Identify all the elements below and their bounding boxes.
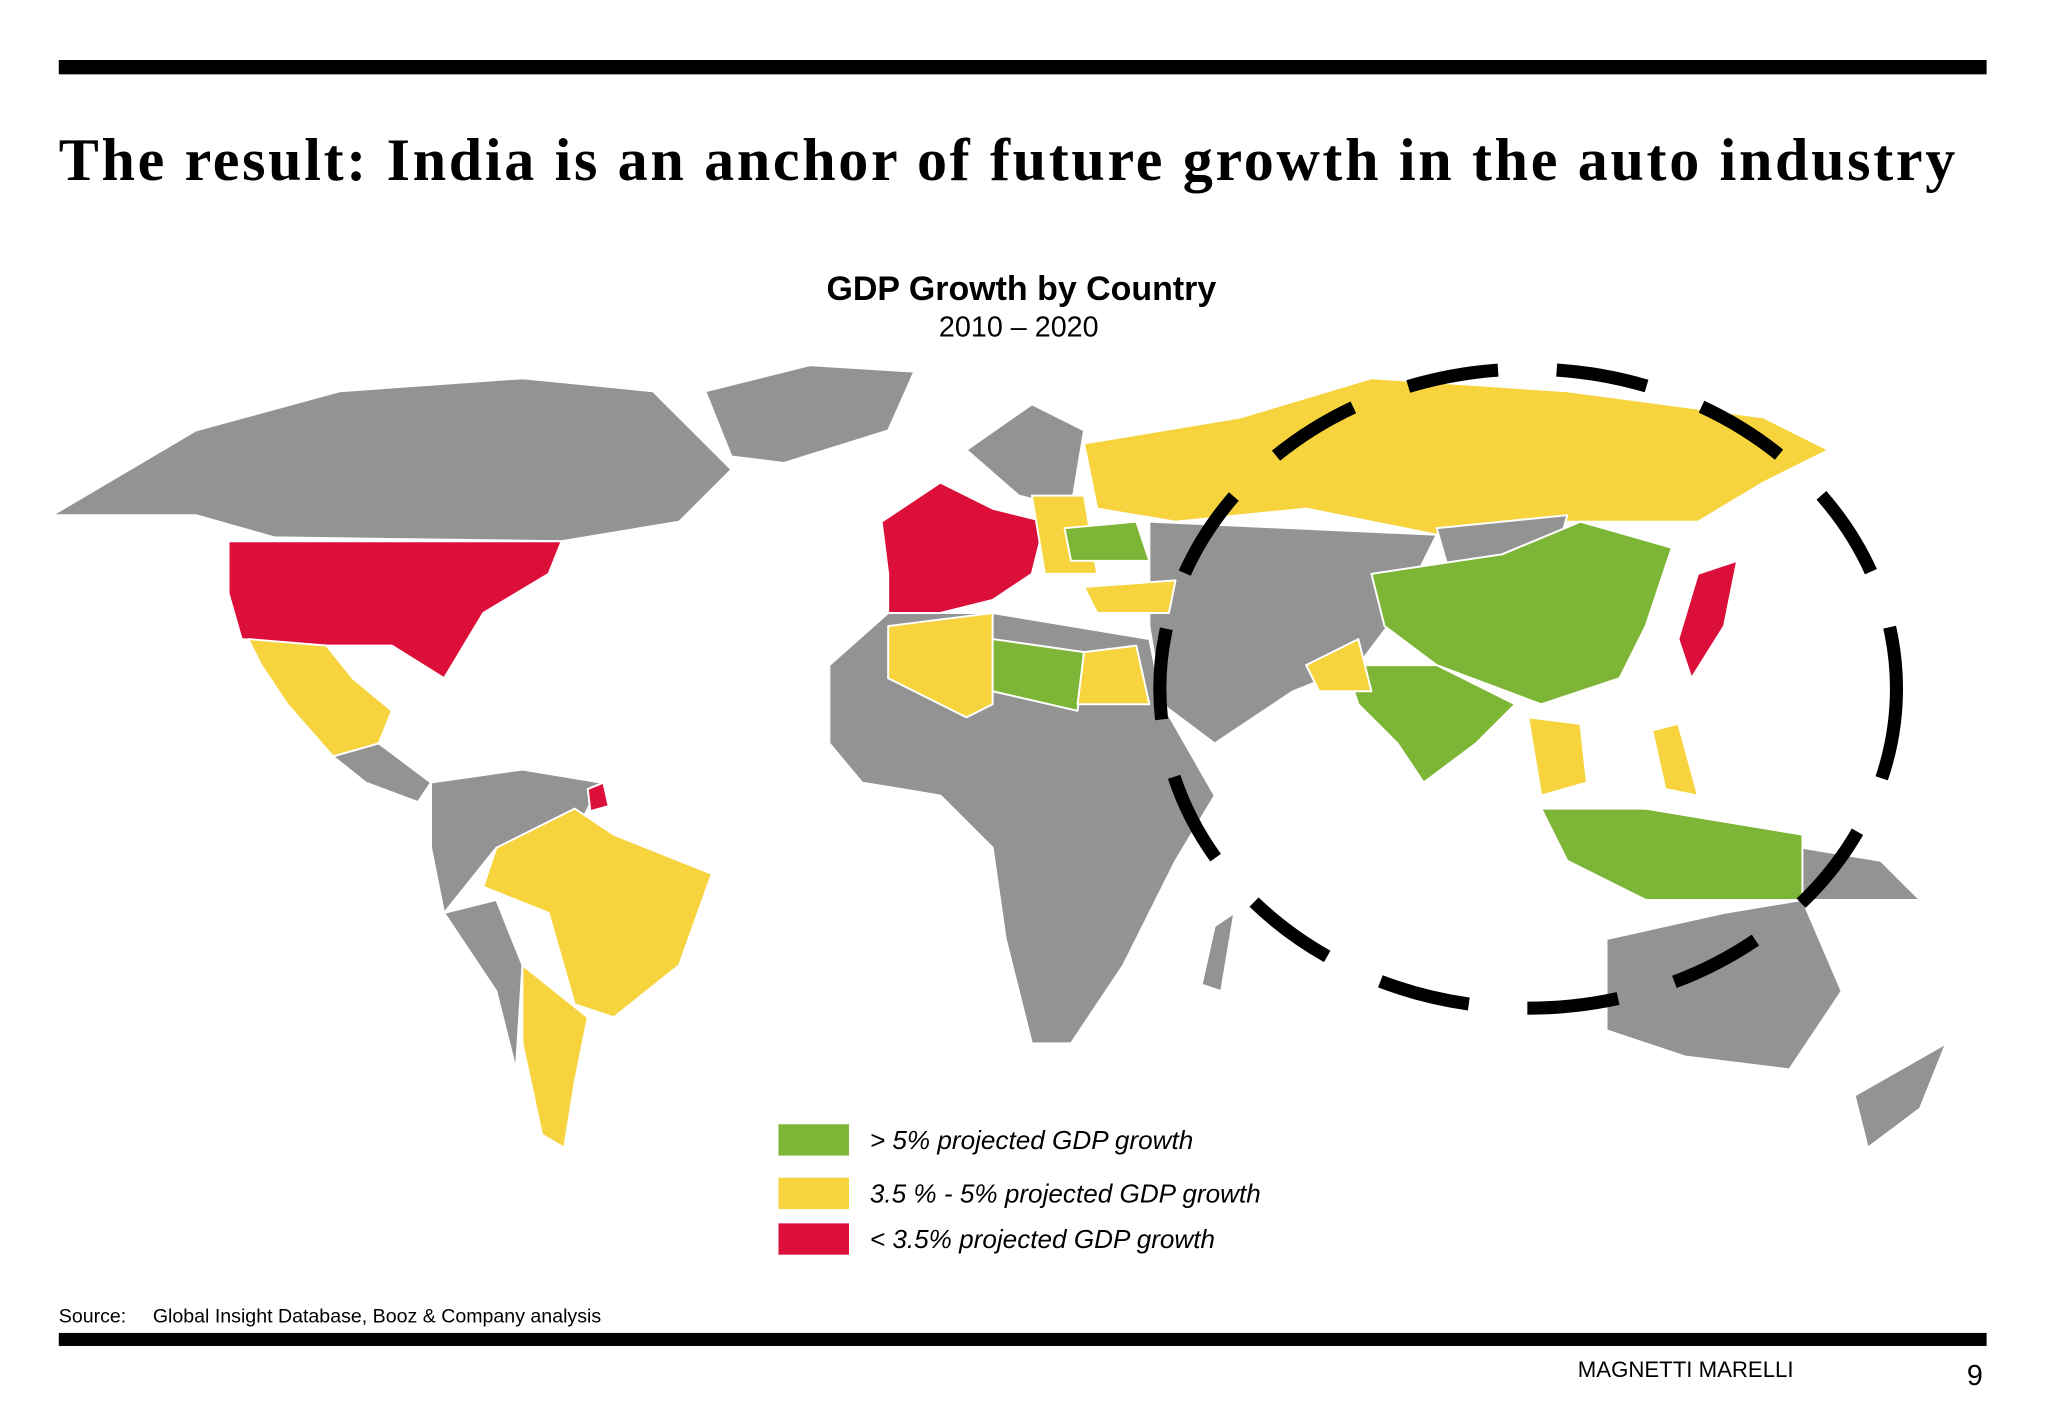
bottom-rule <box>58 1332 1987 1346</box>
russia <box>1083 377 1830 536</box>
greenland <box>704 364 916 464</box>
india <box>1344 664 1517 784</box>
world-map <box>51 364 1948 1149</box>
legend-swatch <box>778 1177 849 1210</box>
legend-label: > 5% projected GDP growth <box>870 1125 1193 1155</box>
egypt <box>1076 644 1151 706</box>
map-subtitle: 2010 – 2020 <box>939 312 1099 344</box>
australia <box>1605 898 1843 1071</box>
french-guiana <box>586 781 610 813</box>
algeria <box>887 612 994 719</box>
north-america <box>51 377 733 543</box>
page-number: 9 <box>1967 1360 1983 1392</box>
brazil <box>482 807 713 1019</box>
top-rule <box>58 59 1987 75</box>
turkey <box>1083 579 1177 614</box>
central-asia <box>1148 520 1438 745</box>
western-europe <box>880 481 1046 614</box>
legend-label: 3.5 % - 5% projected GDP growth <box>870 1179 1261 1209</box>
andes <box>443 898 524 1071</box>
argentina <box>521 964 589 1149</box>
philippines <box>1651 722 1699 797</box>
source-label: Source: <box>59 1305 126 1327</box>
madagascar <box>1200 911 1236 993</box>
ukraine <box>1063 520 1151 562</box>
map-title: GDP Growth by Country <box>826 270 1216 308</box>
legend-swatch <box>778 1223 849 1255</box>
central-america <box>332 742 432 804</box>
southeast-asia <box>1527 716 1588 797</box>
footer-brand: MAGNETTI MARELLI <box>1578 1357 1794 1382</box>
scandinavia <box>965 403 1086 510</box>
legend: > 5% projected GDP growth 3.5 % - 5% proj… <box>778 1124 1261 1255</box>
africa <box>828 612 1216 1045</box>
legend-swatch <box>778 1124 849 1156</box>
slide-title: The result: India is an anchor of future… <box>59 127 1955 193</box>
legend-label: < 3.5% projected GDP growth <box>870 1224 1215 1254</box>
japan <box>1677 559 1739 680</box>
pakistan <box>1305 638 1373 693</box>
libya <box>991 638 1086 712</box>
focus-circle <box>1153 362 1904 1015</box>
new-zealand <box>1853 1042 1948 1149</box>
china <box>1370 520 1673 706</box>
source-text: Global Insight Database, Booz & Company … <box>153 1305 602 1327</box>
